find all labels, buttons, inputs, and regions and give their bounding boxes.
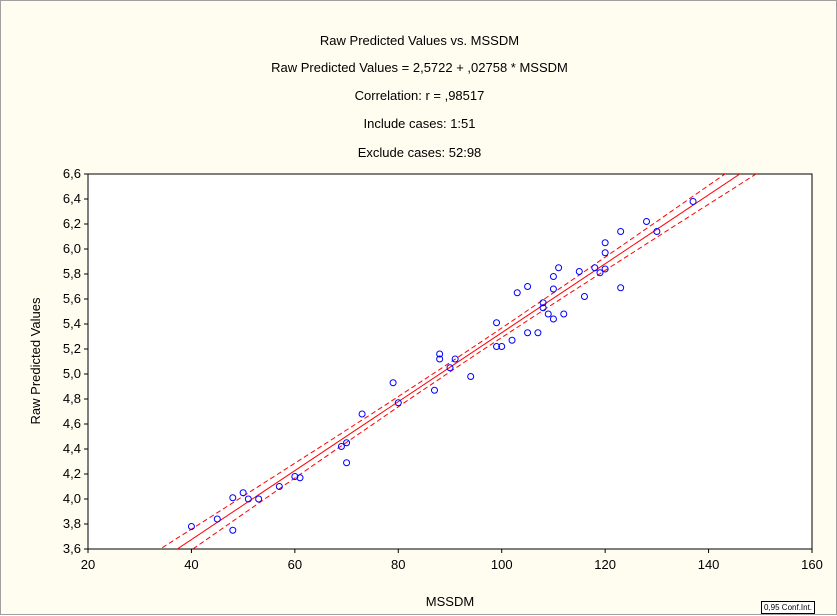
y-tick-label: 5,8 xyxy=(63,266,81,281)
y-axis-title: Raw Predicted Values xyxy=(28,297,43,424)
y-tick-label: 6,4 xyxy=(63,191,81,206)
y-tick-label: 4,0 xyxy=(63,491,81,506)
x-tick-label: 120 xyxy=(594,557,616,572)
y-tick-label: 4,4 xyxy=(63,441,81,456)
y-tick-label: 4,6 xyxy=(63,416,81,431)
x-tick-label: 140 xyxy=(698,557,720,572)
y-tick-label: 5,6 xyxy=(63,291,81,306)
y-tick-label: 6,2 xyxy=(63,216,81,231)
y-tick-label: 5,0 xyxy=(63,366,81,381)
x-tick-label: 40 xyxy=(184,557,198,572)
x-axis-title: MSSDM xyxy=(426,594,474,609)
x-tick-label: 100 xyxy=(491,557,513,572)
y-tick-label: 3,6 xyxy=(63,541,81,556)
plot-area xyxy=(88,174,812,549)
y-tick-label: 4,2 xyxy=(63,466,81,481)
confidence-interval-legend: 0,95 Conf.Int. xyxy=(761,601,815,614)
y-tick-label: 6,6 xyxy=(63,166,81,181)
x-axis: 20 40 60 80 100 120 140 160 xyxy=(81,549,823,572)
y-tick-label: 4,8 xyxy=(63,391,81,406)
x-tick-label: 20 xyxy=(81,557,95,572)
y-tick-label: 5,4 xyxy=(63,316,81,331)
y-axis: 3,6 3,8 4,0 4,2 4,4 4,6 4,8 5,0 5,2 5,4 5,6 5,8 6,0 6… xyxy=(63,166,88,556)
y-tick-label: 3,8 xyxy=(63,516,81,531)
x-tick-label: 60 xyxy=(288,557,302,572)
y-tick-label: 6,0 xyxy=(63,241,81,256)
x-tick-label: 80 xyxy=(391,557,405,572)
y-tick-label: 5,2 xyxy=(63,341,81,356)
x-tick-label: 160 xyxy=(801,557,823,572)
